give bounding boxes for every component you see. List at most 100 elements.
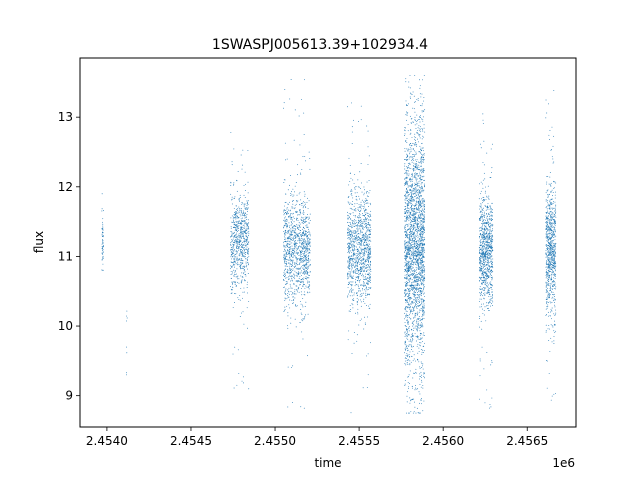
data-point <box>351 208 353 210</box>
data-point <box>411 117 413 119</box>
data-point <box>355 284 357 286</box>
data-point <box>295 293 297 295</box>
data-point <box>233 253 235 255</box>
data-point <box>302 239 304 241</box>
data-point <box>417 336 419 338</box>
data-point <box>241 246 243 248</box>
data-point <box>415 304 417 306</box>
data-point <box>370 249 372 251</box>
data-point <box>283 242 285 244</box>
data-point <box>421 322 422 324</box>
data-point <box>409 203 411 205</box>
data-point <box>412 188 414 190</box>
data-point <box>284 286 286 288</box>
data-point <box>409 74 411 76</box>
data-point <box>416 159 418 161</box>
data-point <box>413 251 415 253</box>
data-point <box>245 240 247 242</box>
data-point <box>365 297 367 299</box>
data-point <box>421 261 423 263</box>
data-point <box>408 210 410 212</box>
data-point <box>423 127 425 129</box>
data-point <box>416 272 417 273</box>
data-point <box>410 274 412 275</box>
data-point <box>233 263 234 265</box>
data-point <box>415 136 417 138</box>
data-point <box>419 277 421 279</box>
data-point <box>126 317 128 319</box>
data-point <box>415 299 417 301</box>
data-point <box>357 276 358 278</box>
data-point <box>304 233 306 234</box>
data-point <box>290 259 292 261</box>
data-point <box>405 284 407 286</box>
data-point <box>290 214 292 216</box>
data-point <box>293 236 295 238</box>
data-point <box>412 197 414 198</box>
data-point <box>231 281 233 283</box>
data-point <box>234 212 236 213</box>
data-point <box>233 227 235 229</box>
data-point <box>420 195 422 197</box>
data-point <box>362 226 364 227</box>
data-point <box>408 216 410 218</box>
data-point <box>288 209 289 211</box>
data-point <box>418 319 420 321</box>
data-point <box>305 242 307 244</box>
data-point <box>297 253 298 255</box>
data-point <box>284 261 286 263</box>
data-point <box>422 311 424 313</box>
data-point <box>368 287 370 288</box>
data-point <box>301 331 303 333</box>
chart-title: 1SWASPJ005613.39+102934.4 <box>212 37 428 53</box>
data-point <box>421 161 423 163</box>
data-point <box>362 256 364 258</box>
data-point <box>423 136 425 138</box>
data-point <box>421 292 423 294</box>
data-point <box>304 230 306 232</box>
data-point <box>418 188 420 190</box>
data-point <box>361 239 363 241</box>
data-point <box>300 291 302 293</box>
data-point <box>295 252 297 254</box>
data-point <box>351 227 352 229</box>
data-point <box>299 300 301 302</box>
data-point <box>410 271 411 273</box>
data-point <box>291 221 293 223</box>
data-point <box>244 220 246 222</box>
data-point <box>236 209 238 211</box>
data-point <box>415 297 417 298</box>
data-point <box>352 201 353 203</box>
data-point <box>410 253 412 255</box>
data-point <box>408 148 409 150</box>
data-point <box>364 204 365 206</box>
data-point <box>354 187 355 189</box>
data-point <box>348 202 350 204</box>
data-point <box>304 234 306 236</box>
data-point <box>348 271 350 273</box>
data-point <box>289 268 291 270</box>
data-point <box>420 165 422 167</box>
data-point <box>308 234 310 236</box>
data-point <box>238 211 240 213</box>
data-point <box>234 240 236 242</box>
data-point <box>349 290 351 292</box>
data-point <box>294 305 296 307</box>
data-point <box>347 228 348 230</box>
data-point <box>361 270 363 272</box>
data-point <box>416 407 418 409</box>
data-point <box>303 235 305 237</box>
data-point <box>247 262 249 263</box>
data-point <box>244 207 246 209</box>
data-point <box>359 280 360 281</box>
data-point <box>247 264 249 266</box>
data-point <box>406 219 408 221</box>
data-point <box>368 192 370 194</box>
data-point <box>232 286 234 288</box>
data-point <box>298 247 299 249</box>
data-point <box>412 246 414 248</box>
data-point <box>289 247 290 249</box>
data-point <box>361 293 363 295</box>
data-point <box>308 216 310 218</box>
data-point <box>350 237 352 239</box>
